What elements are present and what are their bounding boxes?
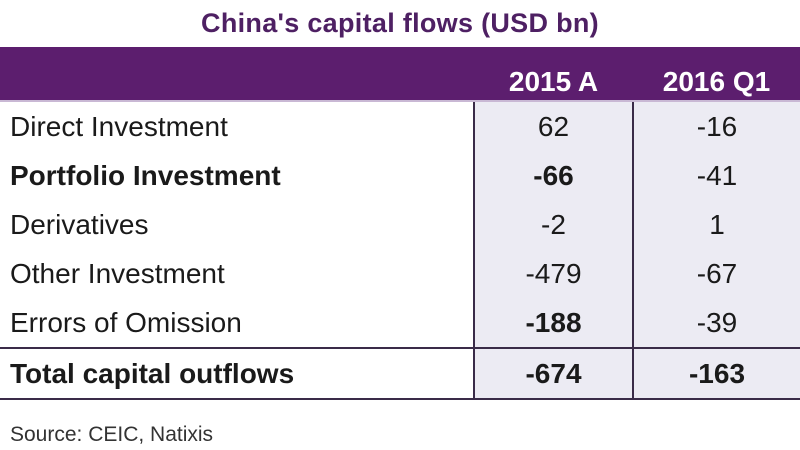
row-label: Total capital outflows (0, 347, 474, 400)
value-2016q1: 1 (632, 200, 800, 249)
header-row: 2015 A 2016 Q1 (0, 47, 800, 101)
table-row: Direct Investment 62 -16 (0, 100, 800, 151)
table-row: Other Investment -479 -67 (0, 249, 800, 298)
row-label: Other Investment (10, 257, 225, 289)
table-row: Derivatives -2 1 (0, 200, 800, 249)
value-2016q1: -16 (632, 100, 800, 151)
source-note: Source: CEIC, Natixis (10, 423, 214, 446)
table-row: Errors of Omission -188 -39 (0, 298, 800, 348)
value-2015: -66 (473, 151, 633, 200)
value-2016q1: -39 (632, 298, 800, 348)
value-2016q1: -163 (632, 347, 800, 400)
header-label (0, 47, 474, 101)
row-label: Errors of Omission (10, 306, 242, 338)
value-2015: -674 (473, 347, 633, 400)
value-2015: -188 (473, 298, 633, 348)
capital-flows-table: 2015 A 2016 Q1 Direct Investment 62 -16 Por… (0, 47, 800, 400)
value-2015: 62 (473, 100, 633, 151)
row-label: Derivatives (10, 208, 149, 240)
table-row: Portfolio Investment -66 -41 (0, 151, 800, 200)
table-title: China's capital flows (USD bn) (201, 8, 599, 38)
value-2015: -479 (473, 249, 633, 298)
header-2016q1: 2016 Q1 (633, 47, 800, 101)
row-label: Direct Investment (0, 100, 474, 151)
header-2015: 2015 A (474, 47, 633, 101)
value-2015: -2 (473, 200, 633, 249)
value-2016q1: -41 (632, 151, 800, 200)
value-2016q1: -67 (632, 249, 800, 298)
row-label: Portfolio Investment (10, 159, 281, 191)
table-row: Total capital outflows -674 -163 (0, 347, 800, 400)
